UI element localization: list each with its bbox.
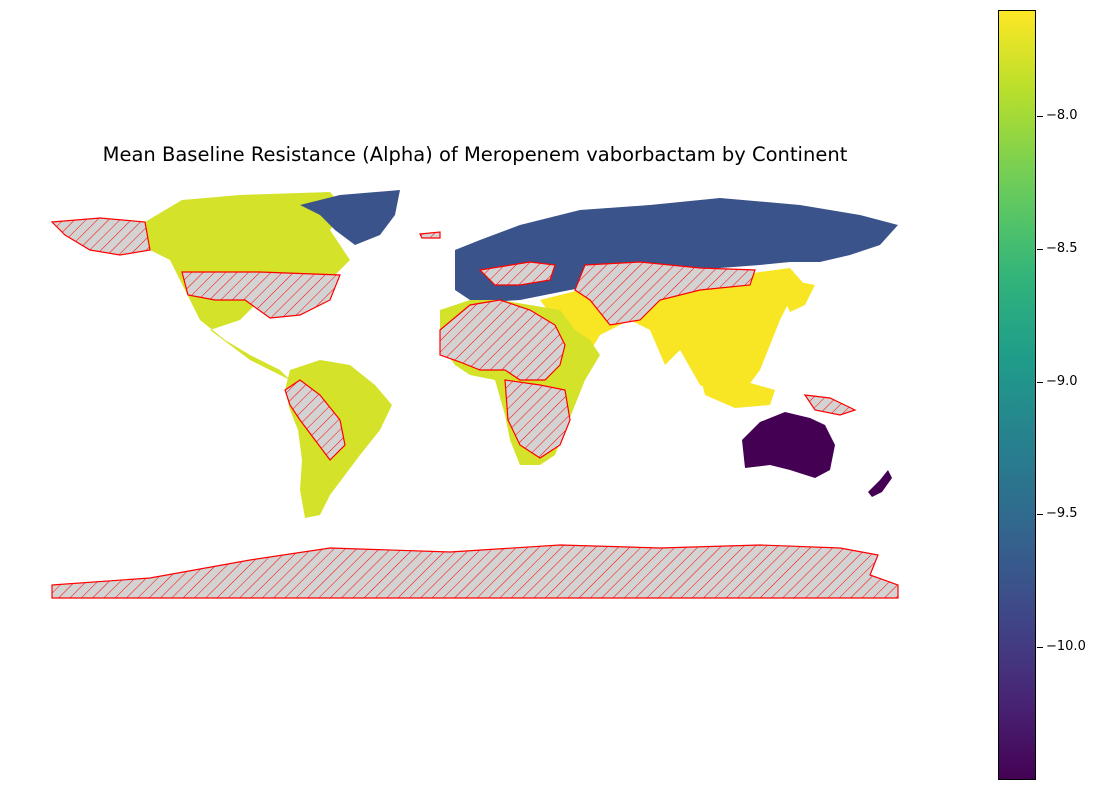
colorbar-tick [1037, 647, 1043, 649]
colorbar-tick [1037, 248, 1043, 250]
colorbar-tick [1037, 116, 1043, 118]
colorbar-tick-label: −9.5 [1046, 506, 1078, 522]
colorbar-tick-label: −10.0 [1046, 639, 1086, 655]
region-europe [455, 198, 898, 302]
region-no-data [478, 261, 556, 286]
region-oceania [868, 470, 892, 497]
region-no-data [181, 271, 341, 319]
region-no-data [419, 231, 441, 239]
region-north-america [180, 196, 280, 225]
map-title: Mean Baseline Resistance (Alpha) of Mero… [102, 143, 848, 166]
region-no-data [439, 299, 566, 381]
region-europe [300, 190, 400, 245]
region-no-data [284, 379, 346, 461]
region-oceania [742, 412, 835, 478]
region-asia [700, 375, 775, 408]
colorbar-tick-label: −8.5 [1046, 240, 1078, 256]
region-no-data [50, 217, 151, 256]
region-no-data [504, 379, 571, 459]
colorbar-tick-label: −8.0 [1046, 108, 1078, 124]
region-no-data [803, 394, 857, 416]
colorbar-tick [1037, 514, 1043, 516]
colorbar [998, 10, 1036, 780]
colorbar-tick-label: −9.0 [1046, 373, 1078, 389]
region-asia [780, 282, 815, 312]
colorbar-tick [1037, 381, 1043, 383]
region-no-data [51, 544, 899, 599]
region-no-data [574, 261, 756, 326]
